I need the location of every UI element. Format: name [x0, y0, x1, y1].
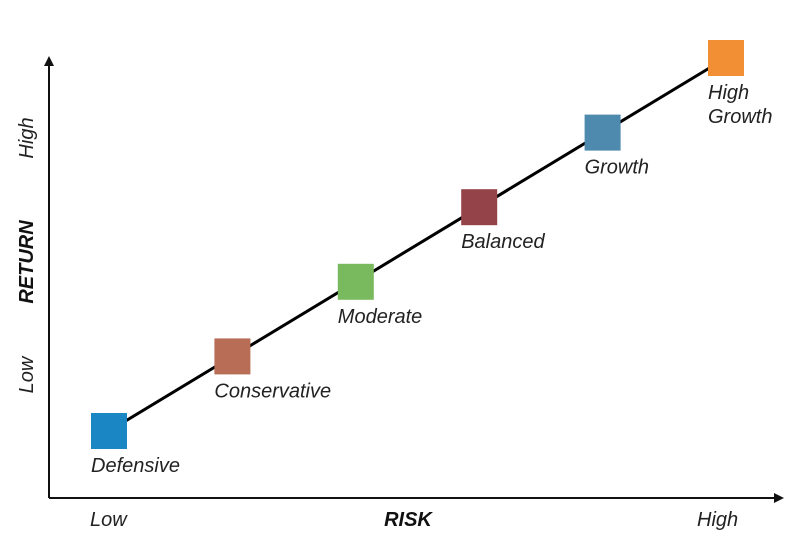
point-label-growth: Growth — [585, 157, 649, 179]
point-marker-high-growth — [708, 40, 744, 76]
x-axis-title: RISK — [384, 509, 433, 531]
x-low-label: Low — [90, 509, 128, 531]
point-marker-growth — [584, 114, 621, 151]
trend-line — [108, 56, 727, 433]
x-high-label: High — [697, 509, 738, 531]
point-label-balanced: Balanced — [461, 231, 545, 253]
point-label-high-growth: High Growth — [708, 82, 772, 128]
point-marker-balanced — [461, 189, 498, 226]
point-marker-conservative — [214, 338, 251, 375]
point-label-moderate: Moderate — [338, 306, 423, 328]
y-axis-title: RETURN — [16, 220, 38, 304]
point-group: Defensive Conservative Moderate Balanced Gro… — [91, 40, 772, 477]
point-marker-moderate — [337, 263, 374, 300]
point-label-conservative: Conservative — [214, 380, 331, 402]
y-high-label: High — [16, 117, 38, 158]
y-low-label: Low — [16, 355, 38, 393]
point-label-defensive: Defensive — [91, 455, 180, 477]
point-marker-defensive — [91, 413, 127, 449]
